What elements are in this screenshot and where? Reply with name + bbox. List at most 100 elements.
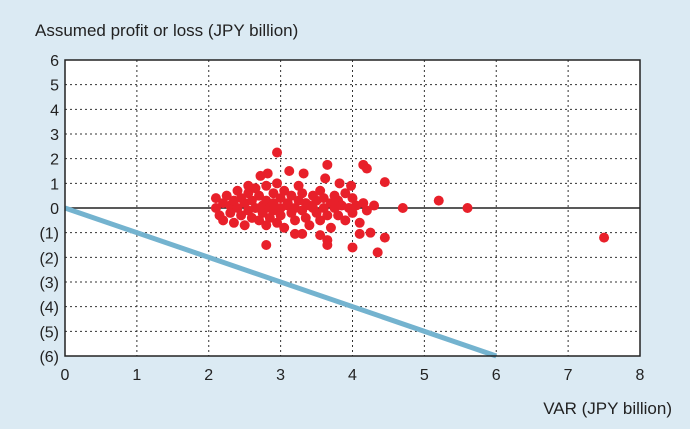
data-point [333, 210, 344, 221]
x-tick-label: 0 [61, 367, 70, 384]
data-point [315, 215, 326, 226]
data-point [286, 190, 297, 201]
data-point [218, 215, 229, 226]
data-point [236, 210, 247, 221]
data-point [279, 222, 290, 233]
var-reference-line [64, 205, 498, 359]
data-point [272, 217, 283, 228]
data-point [340, 188, 351, 199]
data-point [354, 217, 365, 228]
data-point [347, 207, 358, 218]
data-point [257, 207, 268, 218]
y-tick-label: 4 [50, 102, 59, 119]
data-point [433, 195, 444, 206]
x-tick-label: 8 [636, 367, 645, 384]
y-tick-label: (5) [39, 324, 59, 341]
data-point [379, 177, 390, 188]
data-point [334, 178, 345, 189]
data-point [297, 205, 308, 216]
data-point [462, 203, 473, 213]
data-point [279, 185, 290, 196]
y-tick-label: (3) [39, 275, 59, 292]
data-point [284, 166, 295, 176]
data-point [232, 203, 243, 213]
data-point [272, 178, 283, 189]
data-point [315, 230, 326, 241]
data-point [210, 193, 221, 204]
data-point [297, 188, 308, 199]
y-tick-label: 3 [50, 127, 59, 144]
data-point [232, 185, 243, 196]
data-point [261, 240, 272, 250]
y-tick-label: (4) [39, 300, 59, 317]
x-tick-label: 4 [348, 367, 357, 384]
data-point [311, 207, 322, 218]
data-point [264, 212, 275, 223]
data-point [322, 159, 333, 170]
y-tick-label: 0 [50, 201, 59, 218]
data-point [379, 232, 390, 243]
data-point [246, 195, 257, 206]
data-point [372, 247, 383, 258]
data-point [322, 210, 333, 221]
x-tick-label: 3 [276, 367, 285, 384]
data-point [315, 185, 326, 196]
data-point [290, 215, 300, 226]
data-point [254, 215, 265, 226]
data-point [221, 190, 232, 201]
data-point [298, 168, 309, 179]
data-point [358, 198, 369, 209]
y-tick-label: (2) [39, 250, 59, 267]
x-tick-label: 6 [492, 367, 501, 384]
data-point [322, 235, 333, 246]
data-point [325, 222, 336, 233]
data-point [318, 203, 329, 213]
data-point [261, 220, 272, 231]
data-point [361, 163, 372, 174]
data-point [275, 193, 286, 204]
data-point [397, 203, 408, 213]
x-tick-label: 1 [132, 367, 141, 384]
data-point [320, 173, 331, 184]
y-axis-title: Assumed profit or loss (JPY billion) [35, 21, 298, 40]
data-point [369, 200, 380, 211]
data-point [254, 190, 265, 201]
data-point [300, 212, 311, 223]
data-point [361, 205, 372, 216]
y-tick-label: (6) [39, 349, 59, 366]
data-point [225, 207, 236, 218]
data-point [354, 228, 365, 239]
data-point [293, 180, 304, 191]
data-point [243, 188, 254, 199]
data-point [228, 217, 239, 228]
data-point [346, 180, 357, 191]
data-point [275, 210, 286, 221]
data-point [261, 180, 272, 191]
x-tick-label: 7 [564, 367, 573, 384]
data-point [268, 198, 279, 209]
x-tick-label: 2 [204, 367, 213, 384]
x-tick-label: 5 [420, 367, 429, 384]
data-point [290, 228, 300, 239]
data-point [272, 147, 283, 158]
data-point [365, 227, 376, 238]
data-point [340, 215, 351, 226]
plot-border [64, 59, 641, 357]
data-point [243, 180, 254, 191]
y-tick-label: 1 [50, 176, 59, 193]
data-point [268, 188, 279, 199]
data-point [347, 193, 358, 204]
data-point [304, 220, 315, 231]
data-point [262, 168, 273, 179]
y-tick-label: 6 [50, 53, 59, 70]
data-point [297, 228, 308, 239]
data-point [318, 193, 329, 204]
data-point [210, 203, 221, 213]
y-tick-label: 2 [50, 152, 59, 169]
x-axis-title: VAR (JPY billion) [543, 399, 672, 418]
y-tick-label: (1) [39, 226, 59, 243]
data-point [599, 232, 610, 243]
data-point [239, 220, 250, 231]
data-point [347, 242, 358, 253]
